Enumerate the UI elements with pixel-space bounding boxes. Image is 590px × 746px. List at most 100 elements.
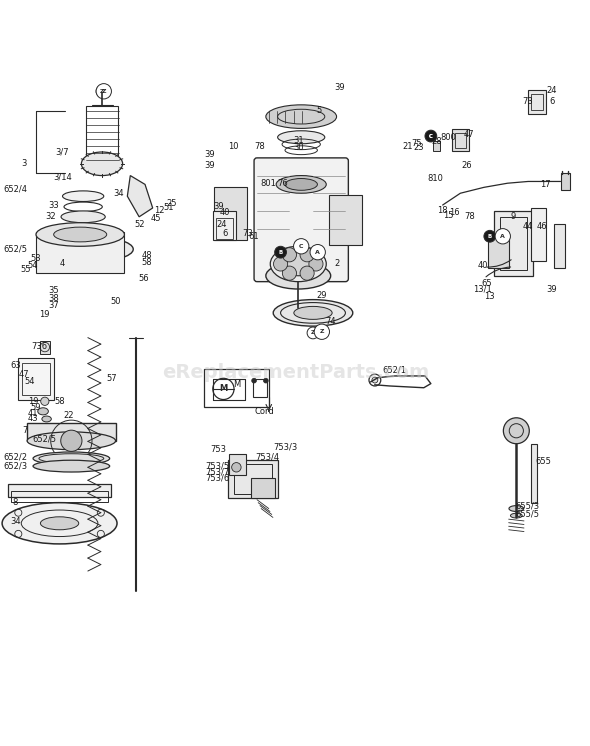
Text: 56: 56 xyxy=(139,275,149,283)
Text: 33: 33 xyxy=(48,201,59,210)
Ellipse shape xyxy=(33,460,110,472)
Circle shape xyxy=(294,239,309,254)
Bar xyxy=(86,107,118,157)
Text: 652/4: 652/4 xyxy=(4,184,27,194)
Text: 9: 9 xyxy=(511,213,516,222)
Ellipse shape xyxy=(38,408,48,415)
Text: 39: 39 xyxy=(205,151,215,160)
Text: B: B xyxy=(488,233,492,239)
Text: 21: 21 xyxy=(402,142,412,151)
Text: 8: 8 xyxy=(12,498,18,507)
Ellipse shape xyxy=(33,452,110,465)
Text: 6: 6 xyxy=(549,98,555,107)
Bar xyxy=(27,423,116,441)
Text: B: B xyxy=(278,250,283,254)
Circle shape xyxy=(264,378,268,383)
Text: 652/1: 652/1 xyxy=(382,366,407,374)
Circle shape xyxy=(96,84,112,99)
Circle shape xyxy=(252,378,257,383)
Ellipse shape xyxy=(42,416,51,422)
Circle shape xyxy=(300,248,314,262)
Circle shape xyxy=(275,246,287,258)
Text: 17: 17 xyxy=(540,180,551,189)
Ellipse shape xyxy=(81,152,123,175)
Text: 655/5: 655/5 xyxy=(515,510,539,519)
Text: 39: 39 xyxy=(205,161,215,170)
Text: C: C xyxy=(299,244,303,248)
Text: 800: 800 xyxy=(441,133,457,142)
Ellipse shape xyxy=(266,263,330,289)
Ellipse shape xyxy=(36,223,124,246)
Circle shape xyxy=(426,131,435,141)
Text: A: A xyxy=(500,233,505,239)
Text: 41: 41 xyxy=(28,409,38,418)
Text: 18: 18 xyxy=(437,207,448,216)
Text: 652/2: 652/2 xyxy=(4,452,27,461)
Ellipse shape xyxy=(2,503,117,544)
Text: Z: Z xyxy=(311,330,315,336)
Text: 65: 65 xyxy=(481,279,492,288)
Circle shape xyxy=(484,231,496,242)
Polygon shape xyxy=(127,175,153,217)
Text: 16: 16 xyxy=(449,208,460,217)
Bar xyxy=(36,231,124,273)
Bar xyxy=(452,129,468,151)
Circle shape xyxy=(300,266,314,280)
Text: 652/5: 652/5 xyxy=(33,434,57,444)
Bar xyxy=(216,219,234,239)
Text: 25: 25 xyxy=(166,199,177,208)
Text: 753/4: 753/4 xyxy=(255,453,279,462)
Text: A: A xyxy=(315,250,320,254)
Text: 76: 76 xyxy=(277,179,288,188)
Text: 753/3: 753/3 xyxy=(273,442,297,451)
Text: 74: 74 xyxy=(325,316,336,326)
Ellipse shape xyxy=(281,252,316,276)
Circle shape xyxy=(425,131,437,142)
Circle shape xyxy=(314,324,329,339)
Text: 57: 57 xyxy=(106,374,117,383)
Text: 39: 39 xyxy=(546,285,557,294)
Circle shape xyxy=(274,257,288,271)
Text: Cord: Cord xyxy=(254,407,274,416)
Text: 7: 7 xyxy=(22,426,28,435)
Text: 19: 19 xyxy=(40,310,50,319)
Text: 73: 73 xyxy=(523,98,533,107)
Text: 24: 24 xyxy=(217,220,227,229)
Bar xyxy=(8,484,111,498)
Text: 810: 810 xyxy=(428,174,444,183)
Text: 44: 44 xyxy=(523,222,533,231)
Bar xyxy=(554,225,565,269)
Bar xyxy=(230,454,246,474)
Ellipse shape xyxy=(63,191,104,201)
Text: 50: 50 xyxy=(110,297,121,306)
Text: 753: 753 xyxy=(211,445,227,454)
Text: 19: 19 xyxy=(28,397,38,406)
Text: Z: Z xyxy=(320,329,324,334)
Text: 40: 40 xyxy=(219,208,230,217)
Bar xyxy=(528,90,546,113)
Bar xyxy=(213,211,237,240)
Bar xyxy=(500,217,527,270)
Text: 3/14: 3/14 xyxy=(53,173,72,182)
Ellipse shape xyxy=(54,227,107,242)
Text: 54: 54 xyxy=(25,377,35,386)
Text: 51: 51 xyxy=(163,204,174,213)
Bar xyxy=(433,141,440,151)
Ellipse shape xyxy=(278,131,324,144)
Text: 73: 73 xyxy=(243,229,254,238)
FancyBboxPatch shape xyxy=(254,158,348,282)
Text: 655/3: 655/3 xyxy=(515,501,539,510)
Ellipse shape xyxy=(40,517,78,530)
Text: 23: 23 xyxy=(414,143,424,152)
Bar xyxy=(228,460,278,498)
Text: 78: 78 xyxy=(254,142,266,151)
Circle shape xyxy=(310,245,325,260)
Text: C: C xyxy=(429,134,433,139)
Text: 40: 40 xyxy=(477,261,488,270)
Bar xyxy=(531,208,546,261)
Text: 3: 3 xyxy=(21,160,27,169)
Bar xyxy=(531,94,543,110)
Text: 22: 22 xyxy=(63,411,74,420)
Text: C: C xyxy=(429,134,432,139)
Bar xyxy=(253,379,267,397)
